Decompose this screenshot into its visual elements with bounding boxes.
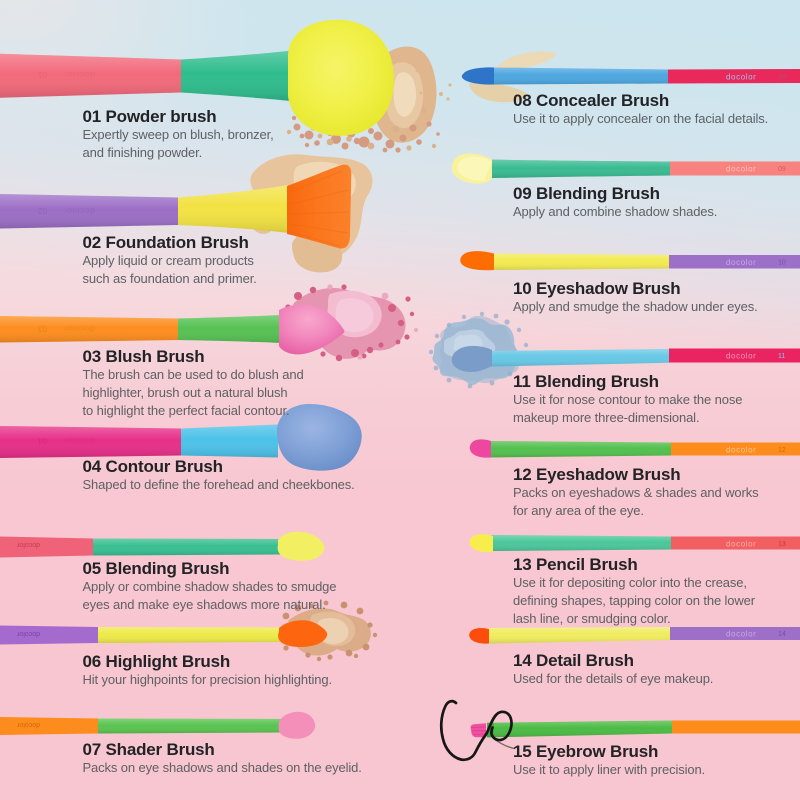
svg-text:12: 12 — [778, 447, 786, 454]
svg-text:docolor: docolor — [726, 73, 756, 82]
svg-text:09: 09 — [778, 166, 786, 173]
svg-text:docolor: docolor — [726, 446, 756, 455]
svg-text:docolor: docolor — [64, 70, 95, 80]
svg-text:01: 01 — [38, 70, 47, 79]
svg-text:03: 03 — [38, 324, 47, 333]
svg-text:docolor: docolor — [16, 630, 40, 637]
svg-text:docolor: docolor — [726, 352, 756, 361]
svg-text:docolor: docolor — [726, 165, 756, 174]
svg-text:02: 02 — [38, 206, 47, 215]
svg-text:04: 04 — [38, 436, 47, 445]
svg-text:14: 14 — [778, 631, 786, 638]
svg-text:docolor: docolor — [726, 540, 756, 549]
svg-text:docolor: docolor — [726, 258, 756, 267]
svg-text:10: 10 — [778, 260, 786, 267]
svg-text:docolor: docolor — [64, 206, 95, 216]
svg-text:docolor: docolor — [16, 541, 40, 548]
svg-text:docolor: docolor — [64, 436, 95, 446]
svg-text:docolor: docolor — [16, 721, 40, 728]
svg-text:11: 11 — [778, 353, 785, 360]
svg-text:docolor: docolor — [726, 630, 756, 639]
svg-text:13: 13 — [778, 541, 786, 548]
svg-text:docolor: docolor — [64, 324, 95, 334]
svg-text:08: 08 — [778, 74, 786, 81]
